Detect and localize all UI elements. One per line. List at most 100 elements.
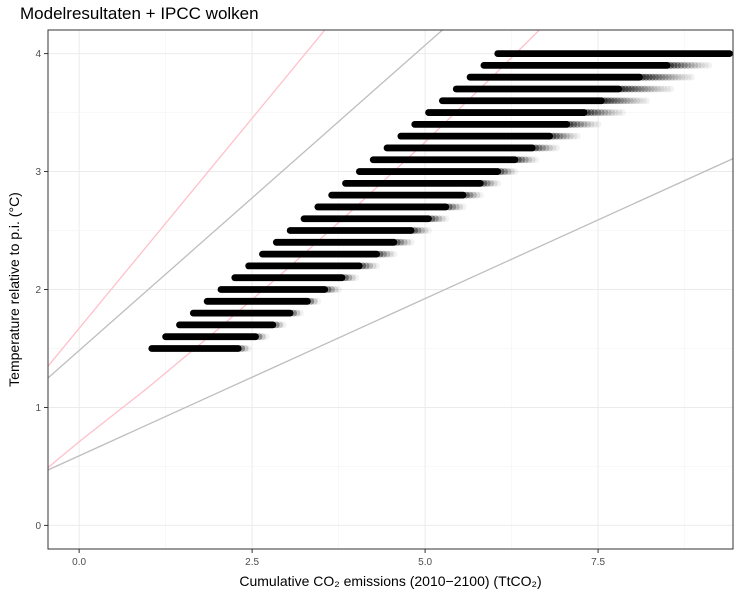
data-point [594,109,602,116]
point-band [162,333,270,341]
data-point [604,97,612,105]
data-point [556,132,564,140]
data-point [591,109,599,116]
data-point [645,73,653,81]
data-point [456,203,464,211]
data-point [335,286,343,293]
data-point [373,262,381,270]
data-point [504,168,512,175]
data-point [580,120,588,128]
x-tick-label: 2.5 [245,557,259,568]
data-point [587,120,595,128]
data-point [421,227,429,234]
data-point [279,321,287,329]
data-point [445,203,453,211]
data-point [518,156,526,164]
data-point [404,238,412,246]
point-band [438,97,650,105]
y-axis-title: Temperature relative to p.i. (°C) [6,192,22,387]
data-point [400,238,408,246]
data-point [276,321,284,329]
data-point [352,274,360,282]
data-point [566,132,574,140]
data-point [425,227,432,234]
data-point [501,168,509,175]
point-band [342,179,502,187]
point-band [245,262,381,270]
data-point [238,345,246,352]
data-point [630,97,638,105]
data-point [532,156,540,164]
data-point [328,286,336,293]
data-point [677,61,685,69]
data-point [577,120,585,128]
data-point [483,179,491,187]
reference-line [48,30,326,367]
data-point [570,120,578,128]
data-point [255,333,263,341]
data-point [584,120,592,128]
data-point [480,179,488,187]
data-point [662,73,669,81]
chart-title: Modelresultaten + IPCC wolken [20,4,259,23]
point-band [480,61,713,69]
data-point [487,179,495,187]
data-point [473,191,481,199]
data-point [654,85,662,93]
data-point [675,73,682,81]
data-point [644,85,652,93]
point-band [369,156,540,164]
data-point [617,97,625,105]
data-point [297,309,304,317]
point-band [383,144,560,152]
data-point [435,215,443,223]
data-point [563,132,571,140]
data-point [394,238,401,246]
data-point [587,109,595,116]
data-point [376,250,384,258]
data-point [688,73,695,81]
data-point [466,191,474,199]
data-point [428,215,436,223]
data-point [684,73,692,81]
data-point [511,168,519,175]
data-point [359,262,367,270]
data-point [566,120,574,128]
x-tick-label: 7.5 [591,557,605,568]
point-band [314,203,467,211]
y-tick-label: 4 [35,49,41,60]
data-point [670,61,678,69]
data-point [647,85,655,93]
data-point [695,61,702,69]
data-point [658,73,666,81]
data-point [314,297,322,305]
data-point [549,144,557,152]
data-point [463,191,471,199]
point-band [397,132,581,140]
point-band [355,168,519,175]
data-point [573,132,581,140]
x-tick-label: 5.0 [418,557,432,568]
data-point [539,144,547,152]
data-point [674,61,682,69]
point-band [466,73,695,81]
data-point [245,345,253,352]
x-axis-title: Cumulative CO₂ emissions (2010−2100) (Tt… [239,573,541,589]
data-point [525,156,533,164]
y-tick-label: 2 [35,285,41,296]
y-tick-label: 3 [35,167,41,178]
data-point [414,227,422,234]
point-band [176,321,287,329]
data-point [705,61,713,69]
data-point [633,97,641,105]
data-points [148,50,733,352]
data-point [681,73,689,81]
data-point [601,109,609,116]
data-point [667,85,675,93]
point-band [425,109,626,116]
point-band [272,238,415,246]
y-tick-label: 1 [35,403,41,414]
data-point [608,109,616,116]
data-point [290,309,298,317]
